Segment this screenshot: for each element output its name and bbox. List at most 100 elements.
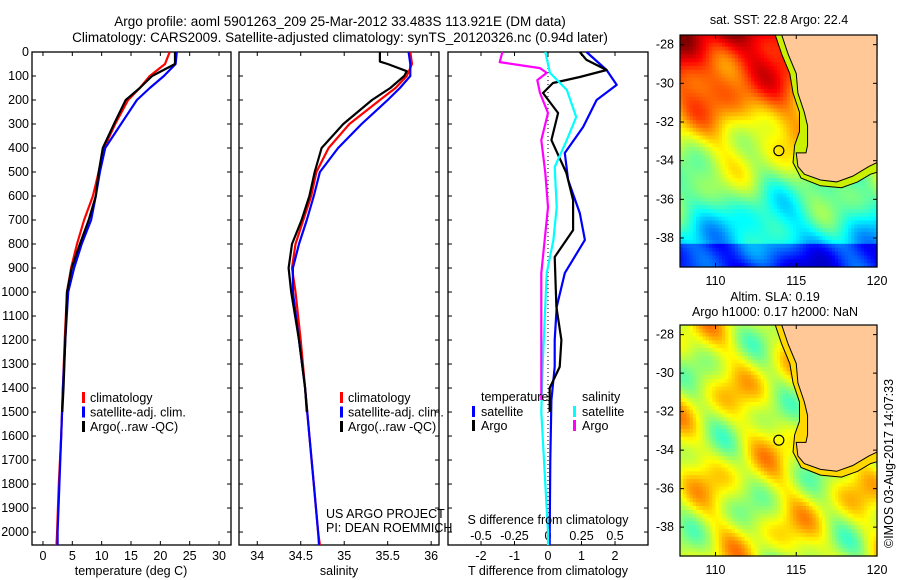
map-cell (680, 116, 684, 121)
map-cell (764, 38, 768, 44)
map-cell (760, 81, 765, 86)
map-cell (680, 255, 684, 260)
map-cell (728, 239, 733, 245)
map-cell (712, 340, 717, 345)
map-cell (696, 89, 700, 94)
map-cell (812, 224, 817, 229)
map-cell (715, 482, 720, 488)
map-cell (718, 509, 723, 515)
map-cell (731, 440, 736, 445)
map-cell (760, 127, 765, 133)
map-cell (718, 154, 723, 160)
map-cell (738, 151, 742, 156)
map-cell (699, 143, 704, 148)
map-cell (731, 332, 736, 338)
map-cell (734, 131, 739, 137)
map-cell (838, 193, 843, 198)
map-cell (851, 205, 856, 210)
map-cell (696, 263, 700, 268)
map-cell (712, 123, 717, 129)
map-cell (776, 147, 781, 152)
map-cell (715, 459, 720, 465)
map-cell (773, 89, 778, 94)
map-cell (847, 189, 852, 195)
map-cell (683, 529, 688, 534)
map-cell (696, 170, 700, 175)
map-cell (812, 255, 817, 260)
map-cell (686, 513, 691, 519)
map-cell (864, 251, 868, 256)
map-cell (686, 532, 691, 538)
map-cell (696, 232, 700, 237)
map-cell (764, 209, 768, 214)
map-cell (696, 448, 700, 453)
map-cell (680, 548, 684, 553)
map-cell (712, 525, 717, 530)
depth-tick-label: 600 (8, 189, 29, 203)
plot-frame (238, 51, 440, 546)
map-cell (725, 544, 730, 549)
depth-tick-label: 100 (8, 69, 29, 83)
map-cell (809, 205, 814, 210)
map-cell (789, 224, 794, 229)
map-cell (731, 58, 736, 63)
map-cell (696, 116, 700, 121)
map-cell (696, 42, 700, 48)
map-cell (767, 166, 772, 171)
map-cell (793, 197, 797, 202)
map-cell (864, 201, 868, 206)
map-cell (783, 201, 788, 206)
map-cell (680, 232, 684, 237)
map-cell (683, 490, 688, 496)
map-cell (722, 344, 726, 349)
map-cell (689, 325, 694, 330)
map-cell (757, 243, 762, 249)
map-cell (686, 73, 691, 79)
map-cell (747, 54, 752, 59)
map-cell (754, 65, 759, 71)
map-cell (705, 123, 710, 129)
map-cell (847, 247, 852, 253)
map-cell (696, 162, 700, 168)
map-cell (747, 232, 752, 237)
map-cell (864, 205, 868, 210)
map-cell (718, 494, 723, 499)
map-cell (776, 85, 781, 90)
map-cell (718, 185, 723, 191)
map-cell (741, 162, 746, 168)
map-cell (692, 181, 697, 187)
map-cell (689, 513, 694, 519)
map-cell (686, 220, 691, 226)
legend-label: Argo (582, 419, 608, 433)
map-cell (738, 112, 742, 117)
map-cell (709, 77, 713, 82)
map-cell (844, 255, 849, 260)
map-cell (744, 185, 749, 191)
map-cell (689, 371, 694, 376)
map-cell (793, 259, 797, 264)
map-cell (712, 351, 717, 357)
map-cell (760, 205, 765, 210)
map-cell (705, 116, 710, 121)
map-cell (789, 143, 794, 148)
map-cell (699, 73, 704, 79)
map-cell (741, 205, 746, 210)
map-cell (731, 185, 736, 191)
map-cell (780, 135, 784, 140)
map-cell (844, 209, 849, 214)
map-cell (705, 147, 710, 152)
x-tick-label: 35 (337, 549, 351, 563)
map-cell (722, 236, 726, 241)
map-cell (686, 436, 691, 442)
map-cell (728, 178, 733, 183)
map-cell (702, 197, 707, 202)
map-cell (757, 147, 762, 152)
map-cell (686, 166, 691, 171)
map-cell (702, 513, 707, 519)
map-cell (741, 54, 746, 59)
map-cell (725, 38, 730, 44)
map-cell (822, 263, 826, 268)
map-cell (725, 455, 730, 461)
map-cell (773, 143, 778, 148)
map-cell (764, 166, 768, 171)
